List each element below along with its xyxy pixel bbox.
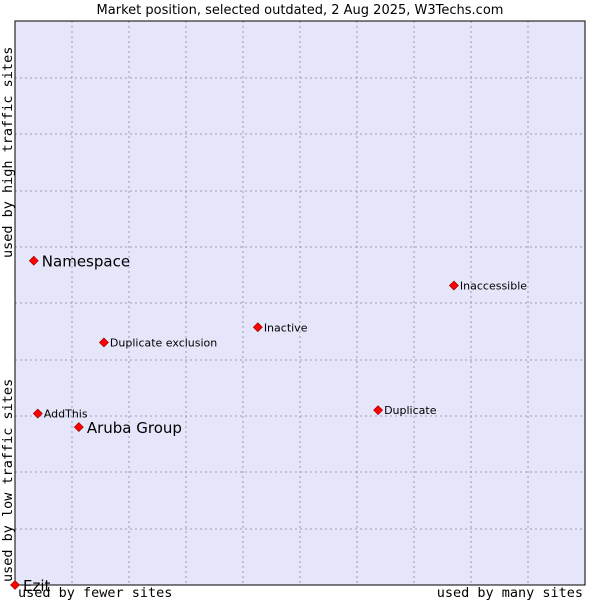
x-axis-label-right: used by many sites — [437, 585, 583, 600]
data-point: Aruba Group — [73, 419, 182, 437]
data-point: Inactive — [252, 321, 308, 334]
y-axis-label-bottom: used by low traffic sites — [0, 379, 16, 582]
x-axis-label-left: used by fewer sites — [18, 585, 172, 600]
data-point: Inaccessible — [448, 280, 527, 293]
grid-lines — [15, 21, 585, 585]
point-label: Inactive — [264, 321, 308, 334]
point-marker — [10, 580, 20, 590]
point-label: Ezit — [23, 577, 51, 595]
point-marker — [73, 422, 84, 433]
data-point: Namespace — [28, 253, 130, 271]
point-label: Namespace — [42, 253, 130, 271]
point-marker — [32, 408, 43, 419]
data-point: AddThis — [32, 408, 88, 421]
point-label: AddThis — [44, 408, 88, 421]
y-axis-label-top: used by high traffic sites — [0, 47, 16, 258]
point-marker — [28, 255, 39, 266]
chart-title: Market position, selected outdated, 2 Au… — [97, 3, 504, 18]
point-marker — [448, 280, 459, 291]
data-point: Duplicate exclusion — [98, 336, 217, 349]
point-label: Aruba Group — [87, 419, 182, 437]
point-marker — [373, 405, 384, 416]
point-label: Duplicate exclusion — [110, 336, 217, 349]
point-marker — [252, 322, 263, 333]
data-point: Duplicate — [373, 404, 437, 417]
plot-border — [14, 20, 586, 586]
data-point: Ezit — [10, 577, 51, 595]
point-label: Inaccessible — [460, 280, 527, 293]
point-label: Duplicate — [384, 404, 437, 417]
data-points: Namespace Inaccessible Inactive Duplicate e… — [10, 253, 527, 595]
point-marker — [98, 337, 109, 348]
